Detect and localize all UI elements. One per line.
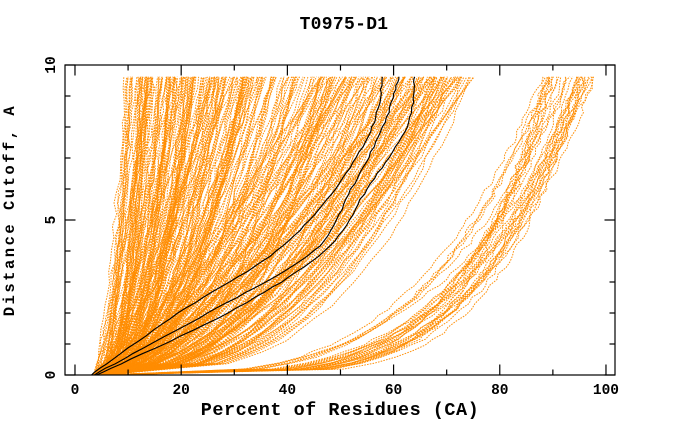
svg-text:10: 10 bbox=[44, 56, 60, 73]
svg-text:0: 0 bbox=[44, 371, 60, 380]
svg-text:5: 5 bbox=[44, 216, 60, 225]
svg-text:40: 40 bbox=[279, 383, 296, 399]
svg-text:100: 100 bbox=[593, 383, 619, 399]
svg-text:20: 20 bbox=[172, 383, 189, 399]
svg-text:0: 0 bbox=[71, 383, 80, 399]
svg-text:60: 60 bbox=[385, 383, 402, 399]
svg-text:80: 80 bbox=[491, 383, 508, 399]
